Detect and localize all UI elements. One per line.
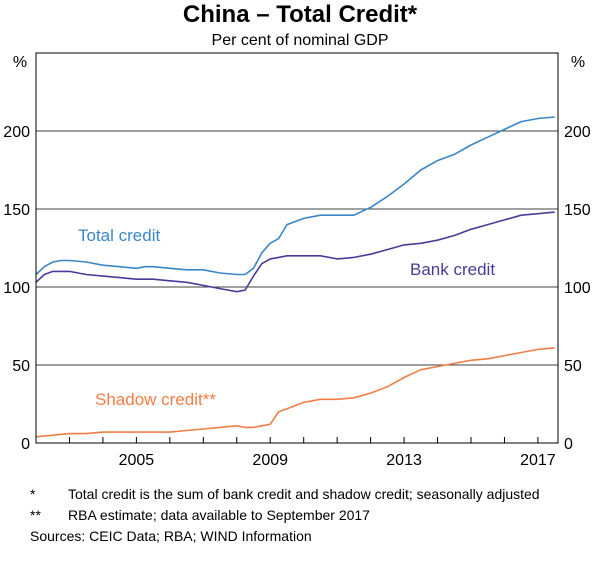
y-tick-label-left: 50 bbox=[12, 358, 30, 375]
note-text: RBA estimate; data available to Septembe… bbox=[68, 507, 370, 523]
plot-frame bbox=[35, 52, 559, 444]
y-axis-label-right: % bbox=[571, 54, 585, 71]
y-tick-label-right: 200 bbox=[564, 124, 591, 141]
series-layer bbox=[35, 116, 555, 438]
y-tick-label-left: 100 bbox=[3, 280, 30, 297]
note-mark: * bbox=[30, 486, 36, 502]
y-tick-label-right: 150 bbox=[564, 202, 591, 219]
note-text: Total credit is the sum of bank credit a… bbox=[68, 486, 540, 502]
series-label-shadow-credit: Shadow credit** bbox=[95, 390, 216, 409]
label-layer: Total credit Bank credit Shadow credit** bbox=[78, 226, 495, 409]
tick-layer: 0 0 50 50 100 100 150 150 200 200 2005 2009 2013 2017 bbox=[3, 124, 591, 469]
series-label-total-credit: Total credit bbox=[78, 226, 160, 245]
chart-svg: China – Total Credit* Per cent of nomina… bbox=[3, 1, 591, 469]
x-tick-label: 2009 bbox=[252, 452, 288, 469]
x-tick-label: 2013 bbox=[386, 452, 422, 469]
note-row-total: * Total credit is the sum of bank credit… bbox=[30, 486, 590, 503]
series-label-bank-credit: Bank credit bbox=[410, 260, 495, 279]
series-line-shadow-credit bbox=[35, 347, 555, 438]
sources-line: Sources: CEIC Data; RBA; WIND Informatio… bbox=[30, 528, 312, 544]
note-mark: ** bbox=[30, 507, 41, 523]
series-line-total-credit bbox=[35, 116, 555, 276]
chart-subtitle: Per cent of nominal GDP bbox=[212, 32, 389, 49]
y-tick-label-right: 50 bbox=[564, 358, 582, 375]
y-tick-label-left: 0 bbox=[21, 436, 30, 453]
note-row-shadow: ** RBA estimate; data available to Septe… bbox=[30, 507, 590, 524]
y-axis-label-left: % bbox=[13, 54, 27, 71]
chart-notes: * Total credit is the sum of bank credit… bbox=[30, 486, 590, 545]
series-line-bank-credit bbox=[35, 211, 555, 293]
grid-layer bbox=[36, 130, 558, 366]
y-tick-label-right: 100 bbox=[564, 280, 591, 297]
chart-title: China – Total Credit* bbox=[183, 1, 418, 28]
x-tick-label: 2017 bbox=[520, 452, 556, 469]
x-tick-label: 2005 bbox=[119, 452, 155, 469]
y-tick-label-left: 200 bbox=[3, 124, 30, 141]
y-tick-label-right: 0 bbox=[564, 436, 573, 453]
y-tick-label-left: 150 bbox=[3, 202, 30, 219]
